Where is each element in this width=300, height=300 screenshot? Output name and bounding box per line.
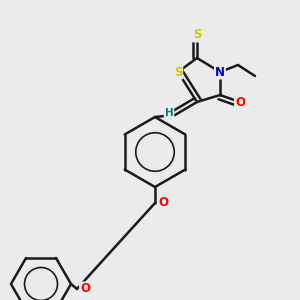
Text: S: S xyxy=(193,28,201,41)
Text: H: H xyxy=(165,108,173,118)
Text: O: O xyxy=(235,95,245,109)
Text: N: N xyxy=(215,65,225,79)
Text: O: O xyxy=(80,283,90,296)
Text: O: O xyxy=(158,196,168,209)
Text: S: S xyxy=(174,65,182,79)
